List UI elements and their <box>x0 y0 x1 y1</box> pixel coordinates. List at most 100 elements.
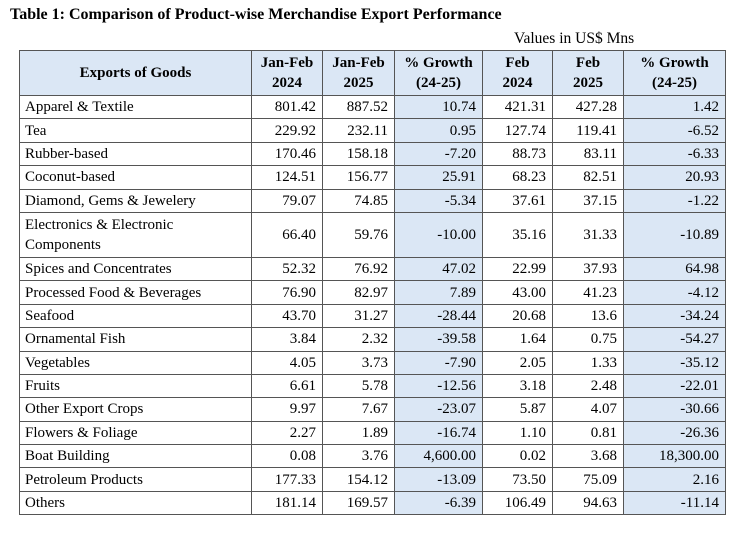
feb-2025-cell: 94.63 <box>552 490 624 516</box>
growth-jan-feb-cell: -39.58 <box>394 327 483 352</box>
feb-2024-cell: 43.00 <box>482 280 553 305</box>
feb-2024-cell: 421.31 <box>482 94 553 120</box>
feb-2025-cell: 37.93 <box>552 256 624 282</box>
feb-2024-cell: 1.10 <box>482 420 553 446</box>
feb-2025-cell: 82.51 <box>552 165 624 190</box>
growth-jan-feb-cell: -28.44 <box>394 303 483 329</box>
jan-feb-2025-cell: 169.57 <box>322 490 395 516</box>
table-row: Electronics & Electronic Components 66.40… <box>19 211 726 258</box>
growth-jan-feb-cell: -23.07 <box>394 397 483 422</box>
jan-feb-2024-cell: 3.84 <box>251 327 323 352</box>
growth-jan-feb-cell: -7.20 <box>394 141 483 167</box>
feb-2025-cell: 0.75 <box>552 327 624 352</box>
header-feb-2024: Feb 2024 <box>482 50 553 96</box>
table-row: Others 181.14 169.57 -6.39 106.49 94.63 -11.14 <box>19 490 726 516</box>
table-row: Apparel & Textile 801.42 887.52 10.74 421.31… <box>19 94 726 120</box>
jan-feb-2024-cell: 4.05 <box>251 350 323 375</box>
jan-feb-2025-cell: 3.73 <box>322 350 395 375</box>
growth-feb-cell: -11.14 <box>623 490 726 516</box>
jan-feb-2025-cell: 3.76 <box>322 444 395 469</box>
jan-feb-2025-cell: 154.12 <box>322 467 395 492</box>
product-name-cell: Tea <box>19 118 252 143</box>
feb-2025-cell: 1.33 <box>552 350 624 375</box>
jan-feb-2024-cell: 66.40 <box>251 211 323 258</box>
feb-2025-cell: 4.07 <box>552 397 624 422</box>
growth-jan-feb-cell: 10.74 <box>394 94 483 120</box>
header-growth-feb: % Growth (24-25) <box>623 50 726 96</box>
feb-2025-cell: 13.6 <box>552 303 624 329</box>
growth-jan-feb-cell: -13.09 <box>394 467 483 492</box>
growth-feb-cell: -10.89 <box>623 211 726 258</box>
jan-feb-2025-cell: 82.97 <box>322 280 395 305</box>
jan-feb-2024-cell: 170.46 <box>251 141 323 167</box>
growth-feb-cell: -35.12 <box>623 350 726 375</box>
header-exports-of-goods: Exports of Goods <box>19 50 252 96</box>
jan-feb-2025-cell: 31.27 <box>322 303 395 329</box>
header-growth-jan-feb: % Growth (24-25) <box>394 50 483 96</box>
growth-jan-feb-cell: -7.90 <box>394 350 483 375</box>
jan-feb-2025-cell: 156.77 <box>322 165 395 190</box>
growth-feb-cell: -54.27 <box>623 327 726 352</box>
product-name-cell: Processed Food & Beverages <box>19 280 252 305</box>
growth-feb-cell: 2.16 <box>623 467 726 492</box>
jan-feb-2025-cell: 158.18 <box>322 141 395 167</box>
jan-feb-2024-cell: 52.32 <box>251 256 323 282</box>
growth-feb-cell: -30.66 <box>623 397 726 422</box>
feb-2025-cell: 119.41 <box>552 118 624 143</box>
jan-feb-2024-cell: 9.97 <box>251 397 323 422</box>
table-row: Fruits 6.61 5.78 -12.56 3.18 2.48 -22.01 <box>19 373 726 399</box>
product-name-cell: Diamond, Gems & Jewelery <box>19 188 252 213</box>
table-row: Flowers & Foliage 2.27 1.89 -16.74 1.10 0.81-… <box>19 420 726 446</box>
product-name-cell: Fruits <box>19 373 252 399</box>
feb-2024-cell: 2.05 <box>482 350 553 375</box>
table-row: Processed Food & Beverages 76.90 82.97 7.89… <box>19 280 726 305</box>
jan-feb-2024-cell: 43.70 <box>251 303 323 329</box>
product-name-cell: Seafood <box>19 303 252 329</box>
jan-feb-2025-cell: 887.52 <box>322 94 395 120</box>
feb-2025-cell: 41.23 <box>552 280 624 305</box>
feb-2024-cell: 1.64 <box>482 327 553 352</box>
product-name-cell: Boat Building <box>19 444 252 469</box>
jan-feb-2025-cell: 74.85 <box>322 188 395 213</box>
jan-feb-2024-cell: 6.61 <box>251 373 323 399</box>
units-note: Values in US$ Mns <box>514 30 635 47</box>
product-name-cell: Electronics & Electronic Components <box>19 211 252 258</box>
growth-jan-feb-cell: 47.02 <box>394 256 483 282</box>
product-name-cell: Other Export Crops <box>19 397 252 422</box>
feb-2025-cell: 0.81 <box>552 420 624 446</box>
jan-feb-2024-cell: 0.08 <box>251 444 323 469</box>
product-name-cell: Coconut-based <box>19 165 252 190</box>
growth-jan-feb-cell: -10.00 <box>394 211 483 258</box>
table-row: Boat Building 0.08 3.76 4,600.00 0.02 3.68 18,… <box>19 444 726 469</box>
feb-2024-cell: 37.61 <box>482 188 553 213</box>
jan-feb-2024-cell: 177.33 <box>251 467 323 492</box>
feb-2025-cell: 427.28 <box>552 94 624 120</box>
feb-2024-cell: 5.87 <box>482 397 553 422</box>
feb-2024-cell: 88.73 <box>482 141 553 167</box>
growth-jan-feb-cell: -12.56 <box>394 373 483 399</box>
product-name-cell: Others <box>19 490 252 516</box>
jan-feb-2024-cell: 2.27 <box>251 420 323 446</box>
growth-jan-feb-cell: 0.95 <box>394 118 483 143</box>
growth-feb-cell: 64.98 <box>623 256 726 282</box>
table-row: Other Export Crops 9.97 7.67 -23.07 5.87 4.07… <box>19 397 726 422</box>
table-row: Tea 229.92 232.11 0.95 127.74 119.41 -6.52 <box>19 118 726 143</box>
jan-feb-2025-cell: 232.11 <box>322 118 395 143</box>
feb-2024-cell: 106.49 <box>482 490 553 516</box>
table-row: Coconut-based 124.51 156.77 25.91 68.23 82.51… <box>19 165 726 190</box>
growth-jan-feb-cell: -5.34 <box>394 188 483 213</box>
growth-feb-cell: 20.93 <box>623 165 726 190</box>
product-name-cell: Petroleum Products <box>19 467 252 492</box>
feb-2024-cell: 73.50 <box>482 467 553 492</box>
product-name-cell: Vegetables <box>19 350 252 375</box>
feb-2025-cell: 75.09 <box>552 467 624 492</box>
product-name-cell: Rubber-based <box>19 141 252 167</box>
table-title: Table 1: Comparison of Product-wise Merc… <box>10 6 502 23</box>
growth-feb-cell: -1.22 <box>623 188 726 213</box>
jan-feb-2024-cell: 801.42 <box>251 94 323 120</box>
growth-feb-cell: -6.52 <box>623 118 726 143</box>
feb-2024-cell: 68.23 <box>482 165 553 190</box>
jan-feb-2024-cell: 229.92 <box>251 118 323 143</box>
header-jan-feb-2025: Jan-Feb 2025 <box>322 50 395 96</box>
table-row: Rubber-based 170.46 158.18 -7.20 88.73 83.11-… <box>19 141 726 167</box>
